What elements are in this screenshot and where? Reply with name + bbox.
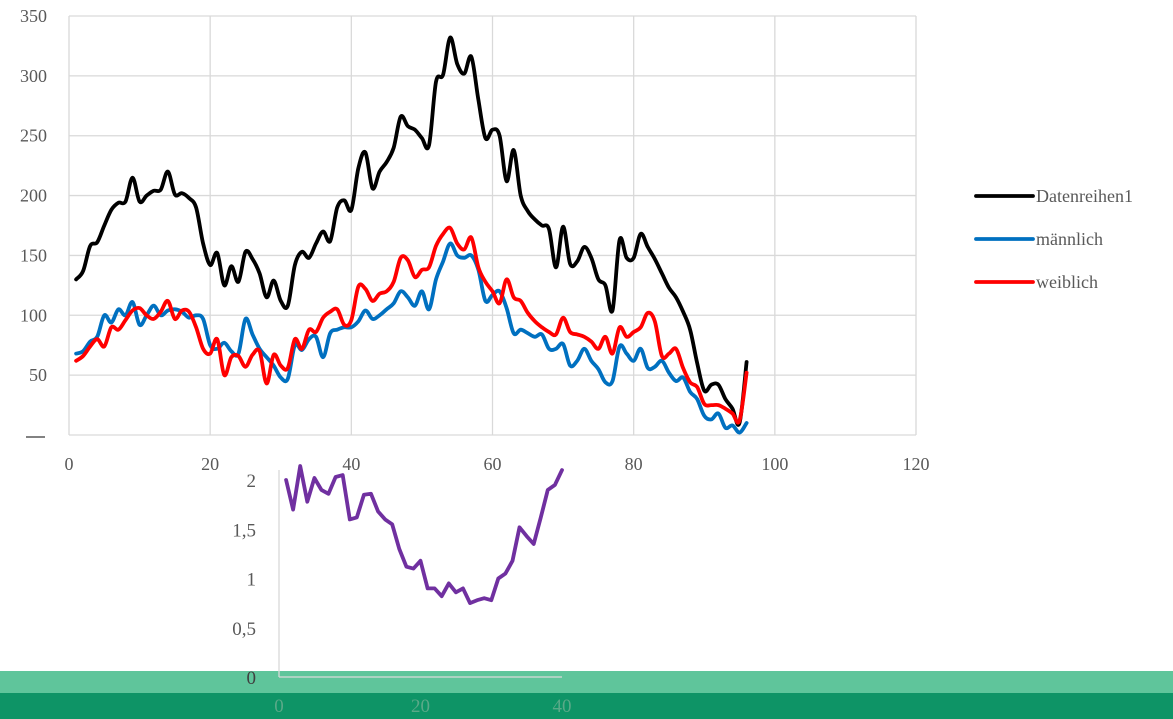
series-line-1	[74, 241, 749, 435]
legend: Datenreihen1 männlich weiblich	[974, 186, 1133, 292]
footer-band-dark	[0, 693, 1173, 719]
x-tick-label: 60	[484, 454, 502, 474]
x-tick-label: 40	[342, 454, 360, 474]
y-tick-label: 250	[20, 126, 47, 146]
y-tick-label: 300	[20, 66, 47, 86]
inset-y-tick-label: 1,5	[232, 520, 256, 541]
series-line-0	[74, 35, 749, 427]
y-tick-labels: 50 100 150 200 250 300 350	[20, 6, 47, 438]
inset-x-tick-labels: 0 20 40	[274, 696, 571, 717]
inset-y-tick-label: 2	[247, 471, 257, 492]
x-tick-labels: 0 20 40 60 80 100 120	[65, 454, 930, 474]
x-tick-label: 80	[625, 454, 643, 474]
inset-x-tick-label: 20	[411, 696, 430, 717]
y-tick-label: 200	[20, 186, 47, 206]
series-line-2	[74, 225, 749, 425]
inset-y-tick-label: 0	[247, 668, 257, 689]
axis-lines	[68, 16, 916, 436]
legend-label: weiblich	[1036, 272, 1098, 292]
y-tick-label: 100	[20, 305, 47, 325]
inset-axis	[278, 470, 562, 678]
x-tick-label: 100	[761, 454, 788, 474]
legend-label: männlich	[1036, 229, 1103, 249]
grid-lines	[69, 15, 917, 435]
inset-y-tick-label: 1	[247, 570, 257, 591]
legend-label: Datenreihen1	[1036, 186, 1133, 206]
inset-y-tick-label: 0,5	[232, 619, 256, 640]
y-tick-label: 150	[20, 245, 47, 265]
inset-y-tick-labels: 0 0,5 1 1,5 2	[232, 471, 256, 689]
series-lines	[74, 35, 749, 435]
x-tick-label: 120	[903, 454, 930, 474]
inset-series-line-0	[284, 464, 564, 605]
x-tick-label: 0	[65, 454, 74, 474]
inset-series	[284, 464, 564, 605]
y-tick-label: 50	[29, 365, 47, 385]
y-tick-label: 350	[20, 6, 47, 26]
inset-x-tick-label: 0	[274, 696, 284, 717]
x-tick-label: 20	[201, 454, 219, 474]
inset-x-tick-label: 40	[553, 696, 572, 717]
